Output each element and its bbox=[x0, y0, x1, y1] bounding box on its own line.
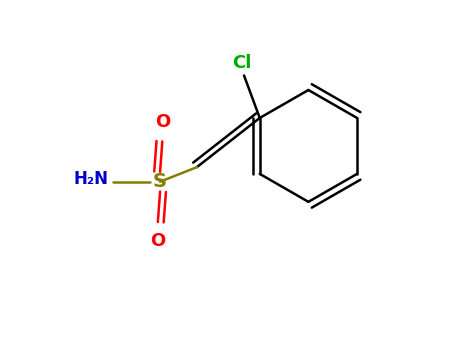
Text: H₂N: H₂N bbox=[73, 170, 108, 188]
Text: O: O bbox=[155, 113, 170, 131]
Text: O: O bbox=[150, 232, 166, 250]
Text: Cl: Cl bbox=[232, 54, 252, 72]
Text: S: S bbox=[153, 172, 167, 191]
